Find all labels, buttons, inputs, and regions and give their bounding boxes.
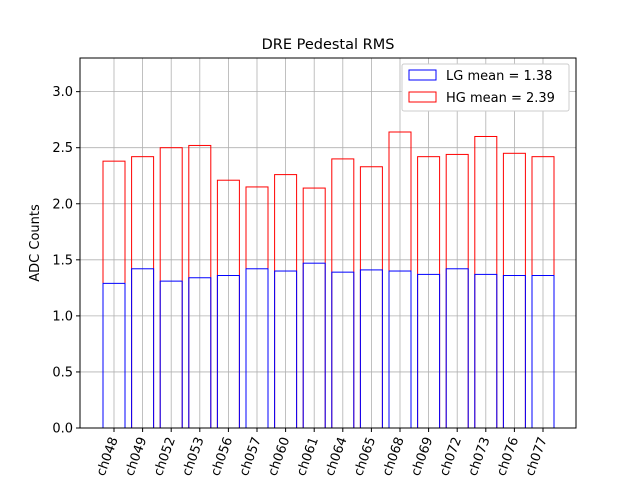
legend-swatch-lg xyxy=(408,69,437,81)
x-tick-label: ch049 xyxy=(123,435,151,478)
x-tick-label: ch064 xyxy=(323,435,351,478)
x-tick-label: ch052 xyxy=(151,435,179,478)
y-tick-label: 0.0 xyxy=(52,422,73,437)
y-tick-label: 3.0 xyxy=(52,85,73,100)
y-tick-label: 2.5 xyxy=(52,141,73,156)
legend-label-hg: HG mean = 2.39 xyxy=(446,91,555,106)
legend-label-lg: LG mean = 1.38 xyxy=(446,69,552,84)
chart-title: DRE Pedestal RMS xyxy=(262,37,395,53)
x-tick-label: ch069 xyxy=(409,435,437,478)
y-tick-label: 1.0 xyxy=(52,309,73,324)
x-tick-label: ch073 xyxy=(466,435,494,478)
x-tick-label: ch053 xyxy=(180,435,208,478)
x-tick-label: ch061 xyxy=(294,435,322,478)
x-tick-label: ch060 xyxy=(266,435,294,478)
x-tick-label: ch068 xyxy=(380,435,408,478)
legend-swatch-hg xyxy=(408,91,437,103)
x-tick-label: ch077 xyxy=(523,435,551,478)
legend-box xyxy=(401,63,570,112)
y-tick-label: 1.5 xyxy=(52,253,73,268)
x-axis-ticks: ch048 ch049 ch052 ch053 ch056 ch057 ch060 ch061… xyxy=(94,428,551,478)
x-tick-label: ch076 xyxy=(494,435,522,478)
y-tick-label: 2.0 xyxy=(52,197,73,212)
y-axis-ticks: 0.0 0.5 1.0 1.5 2.0 2.5 3.0 xyxy=(52,85,80,437)
legend: LG mean = 1.38 HG mean = 2.39 xyxy=(401,63,570,112)
y-tick-label: 0.5 xyxy=(52,365,73,380)
x-tick-label: ch065 xyxy=(351,435,379,478)
y-axis-label: ADC Counts xyxy=(28,204,43,282)
plot-frame xyxy=(79,57,577,429)
bars xyxy=(102,131,555,429)
x-tick-label: ch072 xyxy=(437,435,465,478)
grid xyxy=(80,58,576,429)
x-tick-label: ch056 xyxy=(208,435,236,478)
x-tick-label: ch057 xyxy=(237,435,265,478)
x-tick-label: ch048 xyxy=(94,435,122,478)
